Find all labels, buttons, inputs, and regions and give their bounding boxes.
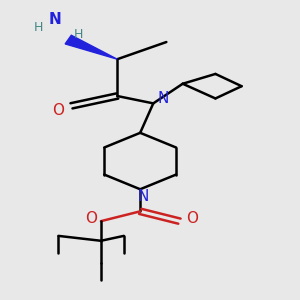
Text: H: H	[34, 21, 44, 34]
Text: H: H	[73, 28, 83, 41]
Polygon shape	[65, 35, 117, 59]
Text: O: O	[85, 211, 97, 226]
Text: N: N	[49, 13, 62, 28]
Text: O: O	[52, 103, 64, 118]
Text: N: N	[138, 189, 149, 204]
Text: O: O	[187, 211, 199, 226]
Text: N: N	[158, 91, 169, 106]
